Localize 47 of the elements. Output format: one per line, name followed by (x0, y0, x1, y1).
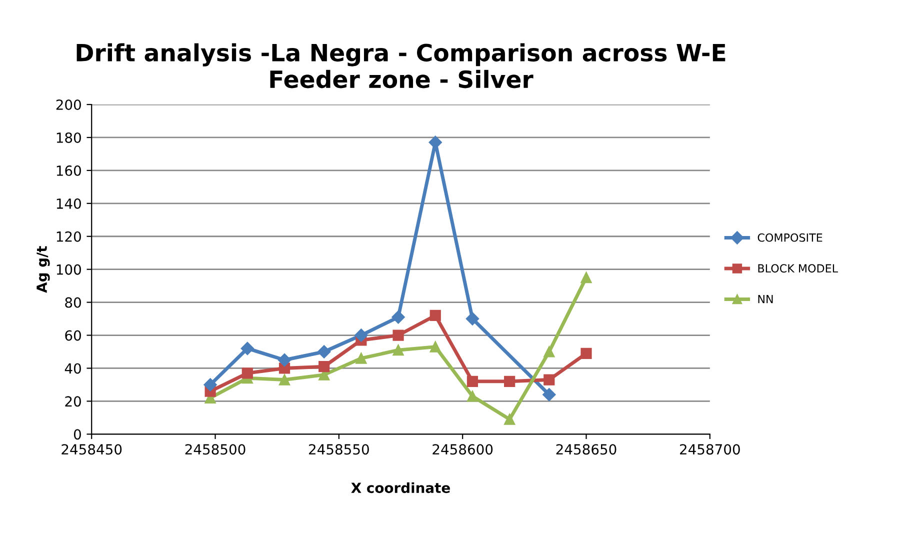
x-tick-label: 2458600 (432, 444, 493, 455)
point (580, 348, 592, 359)
point (542, 388, 556, 402)
point (580, 272, 592, 284)
y-tick-label: 180 (56, 132, 81, 143)
y-tick-label: 80 (65, 297, 81, 308)
point (544, 374, 555, 386)
point (278, 374, 290, 386)
point (317, 345, 331, 358)
point (430, 310, 441, 322)
point (544, 346, 555, 358)
x-tick-label: 2458500 (185, 444, 246, 455)
x-axis-title: X coordinate (351, 482, 450, 494)
point (204, 378, 217, 392)
point (504, 376, 516, 387)
chart-title: Drift analysis -La Negra - Comparison across W-E Feeder zone - Silver (76, 43, 726, 88)
point (392, 310, 405, 324)
y-axis-title: Ag g/t (36, 246, 50, 293)
y-tick-label: 120 (56, 231, 81, 242)
y-tick-label: 20 (65, 396, 81, 407)
y-tick-label: 100 (56, 264, 81, 275)
point (504, 414, 516, 425)
x-tick-label: 2458450 (62, 444, 122, 455)
legend-label: BLOCK MODEL (758, 264, 838, 273)
point (356, 352, 367, 364)
point (240, 342, 254, 356)
point (430, 341, 441, 352)
y-tick-label: 140 (56, 198, 81, 209)
point (466, 312, 480, 326)
legend-label: NN (758, 295, 773, 304)
point (392, 344, 404, 356)
y-tick-label: 0 (74, 429, 81, 440)
point (242, 368, 253, 379)
point (392, 330, 404, 341)
x-tick-label: 2458550 (309, 444, 369, 455)
y-tick-label: 40 (64, 363, 81, 374)
point (354, 328, 368, 342)
y-tick-label: 160 (56, 165, 81, 176)
y-tick-label: 200 (56, 99, 81, 110)
y-tick-label: 60 (65, 330, 81, 341)
point (318, 361, 330, 372)
point (466, 390, 478, 402)
point (278, 353, 292, 367)
x-tick-label: 2458650 (556, 444, 616, 455)
point (466, 376, 478, 387)
x-tick-label: 2458700 (680, 444, 740, 455)
legend-label: COMPOSITE (758, 233, 822, 242)
